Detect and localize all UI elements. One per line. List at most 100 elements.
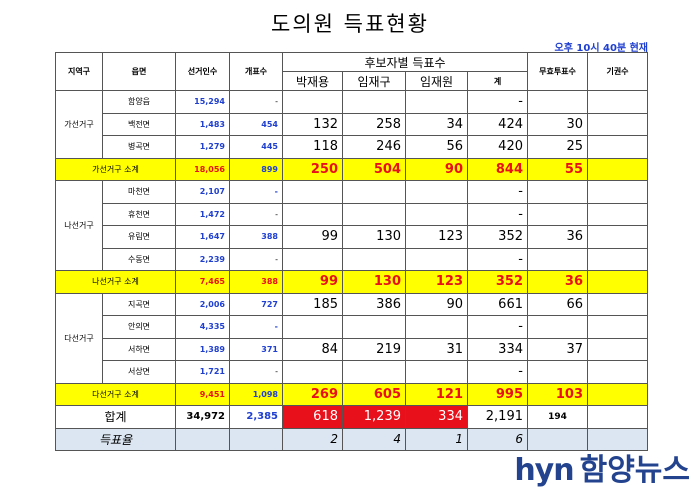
district-label: 나선거구	[55, 180, 103, 271]
subtotal-row: 가선거구 소계 18,056 899 250 504 90 844 55	[55, 157, 648, 181]
subtotal-cand1: 250	[282, 157, 343, 181]
cand2-cell	[342, 202, 406, 226]
subtotal-label: 가선거구 소계	[55, 157, 176, 181]
cand1-cell: 185	[282, 292, 343, 316]
header-cand2: 임재구	[342, 71, 406, 91]
header-abstain: 기권수	[587, 52, 648, 91]
subtotal-invalid: 55	[527, 157, 588, 181]
counted-cell: -	[229, 360, 283, 384]
cand2-cell	[342, 90, 406, 114]
rank-voters	[175, 427, 230, 451]
district-label: 다선거구	[55, 292, 103, 384]
invalid-cell: 25	[527, 135, 588, 159]
grand-cand3: 334	[405, 405, 468, 429]
subtotal-row: 다선거구 소계 9,451 1,098 269 605 121 995 103	[55, 382, 648, 406]
voters-cell: 1,721	[175, 360, 230, 384]
cand3-cell: 31	[405, 337, 468, 361]
cand2-cell	[342, 180, 406, 204]
header-invalid: 무효투표수	[527, 52, 588, 91]
header-cand3: 임재원	[405, 71, 468, 91]
cand1-cell: 118	[282, 135, 343, 159]
counted-cell: -	[229, 247, 283, 271]
town-cell: 백전면	[102, 112, 176, 136]
vote-table: 지역구 읍면 선거인수 개표수 후보자별 득표수 무효투표수 기권수 박재용 임…	[55, 52, 648, 451]
cand3-cell	[405, 315, 468, 339]
cand2-cell: 219	[342, 337, 406, 361]
voters-cell: 2,006	[175, 292, 230, 316]
total-cell: 352	[467, 225, 528, 249]
cand3-cell	[405, 247, 468, 271]
town-cell: 지곡면	[102, 292, 176, 316]
cand2-cell	[342, 315, 406, 339]
grand-voters: 34,972	[175, 405, 230, 429]
counted-cell: 388	[229, 225, 283, 249]
town-cell: 병곡면	[102, 135, 176, 159]
town-cell: 휴천면	[102, 202, 176, 226]
logo-ko: 함양뉴스	[579, 453, 690, 488]
total-cell: 420	[467, 135, 528, 159]
abstain-cell	[587, 90, 648, 114]
cand3-cell	[405, 202, 468, 226]
subtotal-counted: 388	[229, 270, 283, 294]
counted-cell: 727	[229, 292, 283, 316]
grand-total-label: 합계	[55, 405, 176, 429]
subtotal-counted: 1,098	[229, 382, 283, 406]
invalid-cell	[527, 247, 588, 271]
grand-cand1: 618	[282, 405, 343, 429]
voters-cell: 1,279	[175, 135, 230, 159]
cand1-cell: 99	[282, 225, 343, 249]
rank-counted	[229, 427, 283, 451]
total-cell: -	[467, 90, 528, 114]
rank-abstain	[587, 427, 648, 451]
counted-cell: -	[229, 315, 283, 339]
cand3-cell: 90	[405, 292, 468, 316]
invalid-cell: 66	[527, 292, 588, 316]
as-of-time: 오후 10시 40분 현재	[554, 43, 648, 54]
cand3-cell	[405, 180, 468, 204]
subtotal-abstain	[587, 382, 648, 406]
voters-cell: 15,294	[175, 90, 230, 114]
header-total: 계	[467, 71, 528, 91]
subtotal-cand2: 605	[342, 382, 406, 406]
subtotal-cand2: 504	[342, 157, 406, 181]
cand1-cell	[282, 90, 343, 114]
grand-total-row: 합계 34,972 2,385 618 1,239 334 2,191 194	[55, 405, 648, 429]
voters-cell: 4,335	[175, 315, 230, 339]
total-cell: -	[467, 202, 528, 226]
invalid-cell	[527, 315, 588, 339]
cand1-cell	[282, 315, 343, 339]
cand3-cell: 56	[405, 135, 468, 159]
table-row: 안의면 4,335 - -	[56, 315, 648, 339]
subtotal-cand2: 130	[342, 270, 406, 294]
table-row: 휴천면 1,472 - -	[56, 202, 648, 226]
cand2-cell	[342, 360, 406, 384]
voters-cell: 1,472	[175, 202, 230, 226]
total-cell: -	[467, 247, 528, 271]
town-cell: 서상면	[102, 360, 176, 384]
page-title: 도의원 득표현황	[271, 12, 429, 36]
table-row: 서상면 1,721 - -	[56, 360, 648, 384]
cand3-cell: 123	[405, 225, 468, 249]
town-cell: 마천면	[102, 180, 176, 204]
total-cell: -	[467, 360, 528, 384]
grand-cand2: 1,239	[342, 405, 406, 429]
grand-abstain	[587, 405, 648, 429]
cand2-cell: 258	[342, 112, 406, 136]
subtotal-cand1: 99	[282, 270, 343, 294]
subtotal-invalid: 103	[527, 382, 588, 406]
rank-invalid	[527, 427, 588, 451]
grand-counted: 2,385	[229, 405, 283, 429]
header-counted: 개표수	[229, 52, 283, 91]
header-cand1: 박재용	[282, 71, 343, 91]
hyn-news-logo: hyn 함양뉴스	[514, 445, 690, 489]
invalid-cell	[527, 90, 588, 114]
subtotal-total: 995	[467, 382, 528, 406]
voters-cell: 1,647	[175, 225, 230, 249]
counted-cell: -	[229, 202, 283, 226]
subtotal-cand3: 90	[405, 157, 468, 181]
counted-cell: -	[229, 180, 283, 204]
subtotal-voters: 7,465	[175, 270, 230, 294]
header-region: 지역구	[55, 52, 103, 91]
invalid-cell	[527, 360, 588, 384]
invalid-cell	[527, 180, 588, 204]
